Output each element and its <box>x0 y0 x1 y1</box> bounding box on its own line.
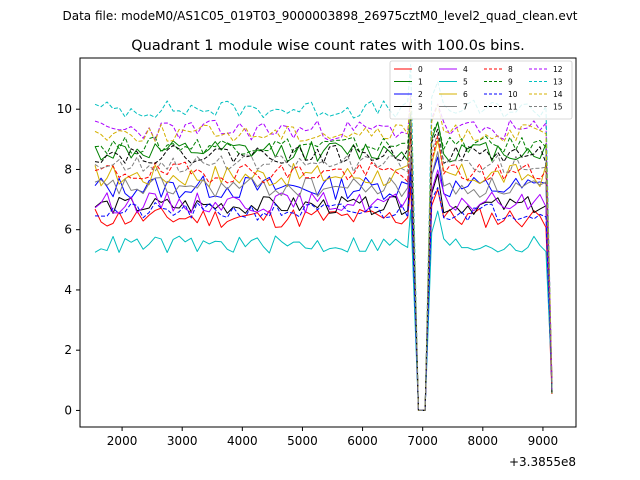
legend-label-2: 2 <box>418 90 423 99</box>
series-line-10 <box>95 172 553 411</box>
x-axis-ticks: 2000 3000 4000 5000 6000 7000 8000 9000 <box>107 427 558 448</box>
legend-label-14: 14 <box>553 90 563 99</box>
series-line-15 <box>94 120 553 411</box>
x-tick-label: 3000 <box>167 434 198 448</box>
series-line-11 <box>94 125 553 411</box>
legend-label-10: 10 <box>508 90 518 99</box>
series-line-9 <box>94 114 553 411</box>
legend-label-7: 7 <box>463 103 468 112</box>
legend-label-8: 8 <box>508 65 513 74</box>
series-line-5 <box>94 209 553 411</box>
legend-label-1: 1 <box>418 78 423 87</box>
y-tick-label: 0 <box>64 403 72 417</box>
legend-label-5: 5 <box>463 78 468 87</box>
y-tick-label: 4 <box>64 283 72 297</box>
x-offset-label: +3.3855e8 <box>509 455 576 469</box>
x-tick-label: 7000 <box>407 434 438 448</box>
legend-box <box>389 60 573 120</box>
chart-title: Quadrant 1 module wise count rates with … <box>131 38 525 54</box>
series-line-2 <box>94 156 553 411</box>
legend-label-6: 6 <box>463 90 468 99</box>
series-line-0 <box>94 186 553 411</box>
series-line-6 <box>94 132 553 411</box>
legend-label-12: 12 <box>553 65 563 74</box>
x-tick-label: 2000 <box>107 434 138 448</box>
series-line-4 <box>94 157 553 411</box>
x-tick-label: 5000 <box>287 434 318 448</box>
y-tick-label: 6 <box>64 223 72 237</box>
legend-label-15: 15 <box>553 103 563 112</box>
x-tick-label: 6000 <box>347 434 378 448</box>
series-line-1 <box>94 111 553 411</box>
series-line-8 <box>94 131 553 411</box>
legend-label-3: 3 <box>418 103 423 112</box>
series-line-14 <box>94 98 553 411</box>
y-axis-ticks: 0 2 4 6 8 10 <box>57 102 80 417</box>
series-line-12 <box>94 93 553 411</box>
plot-frame <box>79 57 577 428</box>
legend-label-4: 4 <box>463 65 468 74</box>
x-tick-label: 4000 <box>227 434 258 448</box>
legend-label-9: 9 <box>508 78 513 87</box>
legend-label-11: 11 <box>508 103 518 112</box>
x-tick-label: 8000 <box>468 434 499 448</box>
y-tick-label: 10 <box>57 102 72 116</box>
x-tick-label: 9000 <box>528 434 559 448</box>
y-tick-label: 8 <box>64 162 72 176</box>
figure-suptitle: Data file: modeM0/AS1C05_019T03_90000038… <box>62 9 577 23</box>
legend-label-0: 0 <box>418 65 423 74</box>
y-tick-label: 2 <box>64 343 72 357</box>
series-line-7 <box>94 151 553 411</box>
legend-label-13: 13 <box>553 78 563 87</box>
